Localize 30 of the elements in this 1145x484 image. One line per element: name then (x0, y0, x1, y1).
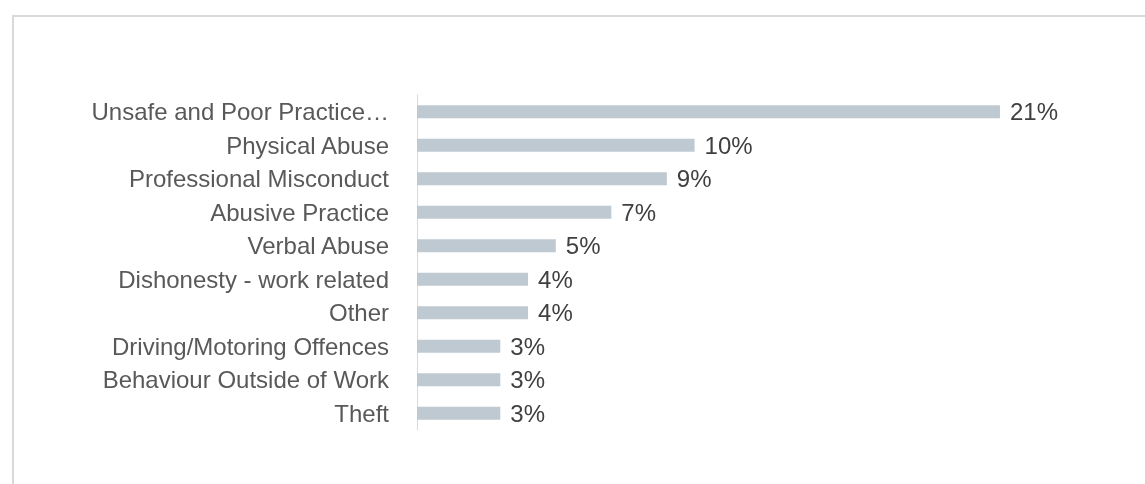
bar (417, 306, 529, 320)
bar (417, 105, 1000, 119)
bar (417, 239, 556, 253)
bar (417, 373, 501, 387)
data-label: 9% (676, 165, 712, 193)
data-label: 3% (510, 366, 545, 394)
data-label: 4% (538, 265, 573, 293)
y-tick-label: Physical Abuse (226, 131, 389, 159)
bar (417, 406, 501, 420)
data-label: 5% (565, 232, 601, 260)
data-label: 10% (704, 131, 753, 159)
bar (417, 339, 501, 353)
data-label: 4% (538, 299, 573, 327)
bar (417, 272, 529, 286)
y-tick-label: Verbal Abuse (247, 232, 389, 260)
bar (417, 172, 667, 186)
bar (417, 138, 695, 152)
y-tick-label: Dishonesty - work related (118, 265, 389, 293)
y-tick-label: Professional Misconduct (128, 165, 390, 193)
data-label: 21% (1009, 98, 1059, 126)
y-tick-label: Other (328, 299, 389, 327)
y-tick-label: Behaviour Outside of Work (102, 366, 390, 394)
y-tick-label: Unsafe and Poor Practice… (91, 98, 389, 126)
bar (417, 205, 612, 219)
y-tick-label: Abusive Practice (210, 198, 389, 226)
data-label: 3% (510, 332, 545, 360)
y-tick-label: Theft (334, 399, 390, 427)
data-label: 3% (510, 399, 545, 427)
y-tick-label: Driving/Motoring Offences (111, 332, 389, 360)
data-label: 7% (621, 198, 657, 226)
